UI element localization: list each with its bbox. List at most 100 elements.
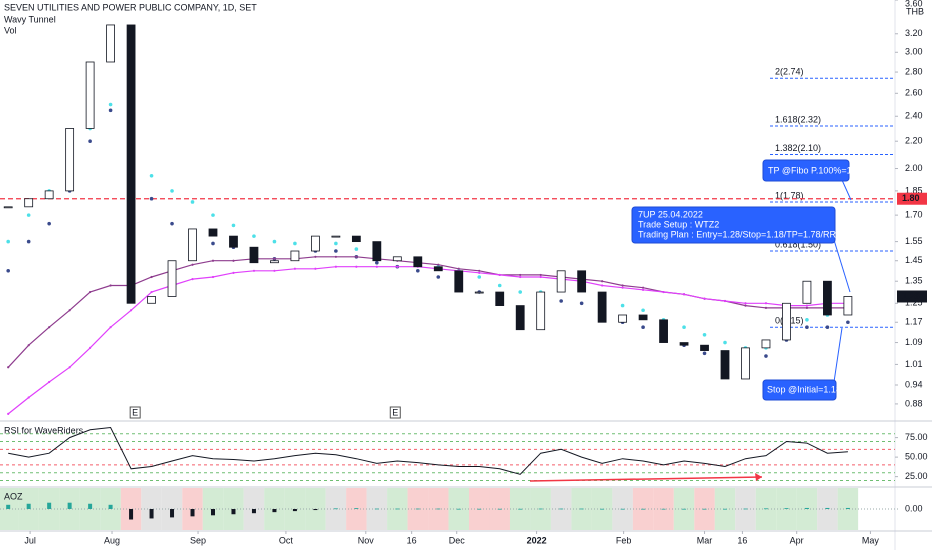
tp-text: TP @Fibo P.100%=1.78: [768, 165, 864, 175]
candle: [597, 291, 607, 323]
y-tick-label: 1.01: [905, 359, 923, 369]
aoz-bar: [292, 509, 297, 512]
candle: [24, 198, 34, 208]
tunnel-dot: [846, 320, 850, 325]
candle: [802, 280, 812, 304]
candle: [679, 342, 689, 346]
rsi-tick-label: 25.00: [905, 471, 928, 481]
tunnel-dot: [805, 318, 809, 322]
y-tick-label: 2.40: [905, 111, 923, 121]
x-tick-label: Dec: [449, 535, 466, 545]
candle: [741, 347, 750, 380]
tunnel-dot: [6, 268, 10, 273]
x-tick-label: Nov: [358, 535, 375, 545]
candle: [372, 241, 382, 262]
price-label: 1.28: [902, 291, 920, 301]
aoz-bar: [579, 508, 584, 510]
aoz-bar: [456, 508, 461, 510]
stop-text: Stop @Initial=1.18: [767, 384, 841, 394]
aoz-bar: [845, 507, 850, 509]
tunnel-dot: [293, 241, 297, 246]
candle: [413, 256, 423, 268]
tunnel-dot: [641, 308, 645, 313]
rsi-title: RSI for WaveRiders: [4, 425, 84, 435]
aoz-bar: [6, 504, 11, 509]
tunnel-dot: [190, 200, 195, 204]
ema-line: [7, 266, 848, 415]
aoz-bar: [436, 508, 441, 510]
candle: [270, 260, 279, 264]
candle: [556, 270, 566, 293]
fib-label: 1.618(2.32): [775, 114, 821, 124]
candle: [290, 250, 300, 262]
aoz-bar: [661, 508, 666, 510]
tunnel-dot: [825, 325, 830, 329]
aoz-bar: [825, 507, 830, 509]
aoz-bar: [67, 502, 72, 509]
tunnel-dot: [702, 332, 707, 337]
y-tick-label: 0.88: [905, 398, 923, 408]
fib-label: 1(1.78): [775, 190, 804, 200]
candle: [331, 235, 341, 238]
tunnel-dot: [375, 260, 379, 265]
candle: [577, 270, 587, 293]
candle: [249, 246, 259, 264]
tunnel-dot: [252, 234, 256, 238]
y-tick-label: 1.09: [905, 337, 923, 347]
candle: [311, 235, 320, 252]
tunnel-dot: [108, 102, 113, 107]
aoz-tick-label: 0.00: [905, 503, 923, 513]
currency-label: THB: [906, 6, 924, 16]
aoz-bar: [149, 509, 154, 519]
y-tick-label: 1.70: [905, 210, 923, 220]
tunnel-dot: [579, 301, 584, 306]
price-label-bg: [897, 290, 927, 303]
y-tick-label: 2.00: [905, 163, 923, 173]
tunnel-dot: [272, 239, 277, 244]
candle: [659, 319, 668, 343]
y-tick-label: 1.25: [905, 298, 923, 308]
tunnel-dot: [149, 173, 154, 178]
tunnel-dot: [108, 108, 113, 113]
y-tick-label: 2.20: [905, 136, 923, 146]
rsi-tick-label: 75.00: [905, 432, 928, 442]
y-tick-label: 1.85: [905, 185, 923, 195]
tp-box: [762, 159, 850, 182]
aoz-bar: [415, 508, 420, 510]
rsi-tick-label: 50.00: [905, 451, 928, 461]
aoz-bar: [784, 508, 789, 509]
candle: [515, 305, 525, 331]
rsi-line: [8, 426, 848, 475]
aoz-bar: [354, 508, 359, 509]
aoz-bar: [26, 503, 31, 509]
connector: [833, 327, 843, 383]
y-tick-label: 1.35: [905, 276, 923, 286]
y-tick-label: 0.94: [905, 379, 923, 389]
tunnel-dot: [477, 275, 482, 279]
aoz-bar: [538, 508, 543, 510]
earnings-box: [389, 406, 401, 419]
x-tick-label: 16: [407, 535, 417, 545]
aoz-bar: [702, 508, 707, 510]
aoz-bar: [313, 509, 318, 511]
aoz-bar: [497, 508, 502, 510]
candle: [700, 344, 709, 351]
tunnel-dot: [682, 325, 686, 329]
candle: [229, 235, 238, 248]
chart-title: SEVEN UTILITIES AND POWER PUBLIC COMPANY…: [4, 2, 257, 12]
y-tick-label: 2.60: [905, 88, 923, 98]
indicator-label: Vol: [4, 25, 17, 35]
plan-text: Trading Plan : Entry=1.28/Stop=1.18/TP=1…: [638, 229, 860, 239]
earnings-box: [129, 406, 141, 419]
candle: [85, 61, 95, 129]
aoz-bar: [682, 508, 687, 510]
candle: [188, 228, 197, 262]
tunnel-dot: [416, 268, 420, 273]
aoz-bar: [477, 508, 482, 510]
candle: [106, 24, 115, 63]
x-tick-label: May: [862, 535, 880, 545]
y-tick-label: 3.00: [905, 47, 923, 57]
y-tick-label: 2.80: [905, 66, 923, 76]
aoz-bar: [763, 508, 768, 510]
y-tick-label: 1.55: [905, 236, 923, 246]
